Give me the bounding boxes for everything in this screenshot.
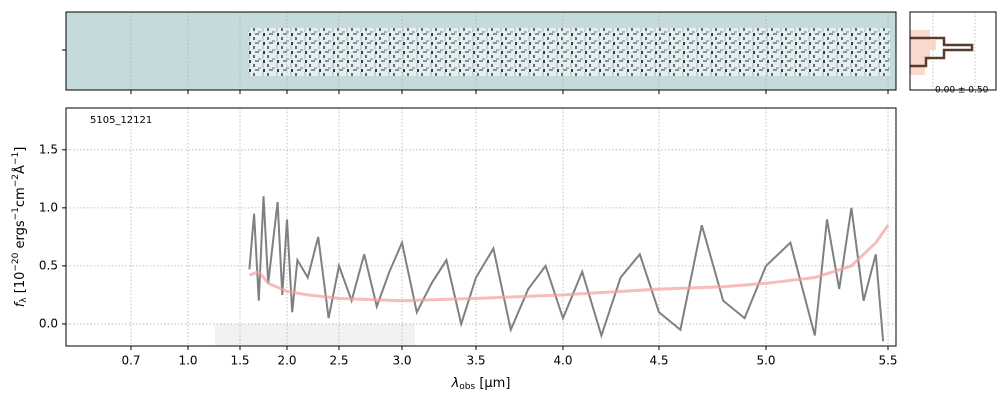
x-tick-label: 1.5 — [230, 354, 249, 368]
x-axis-label: λobs [μm] — [451, 376, 511, 392]
y-axis-label: fλ [10−20 ergs−1cm−2Å−1] — [11, 147, 29, 308]
x-tick-label: 0.7 — [121, 354, 140, 368]
y-label-part: ] — [13, 147, 28, 152]
x-label-symbol: λ — [451, 376, 460, 391]
profile-label: 0.00 ± 0.50 — [935, 86, 989, 96]
shaded-region — [215, 324, 415, 346]
frame — [65, 11, 897, 91]
y-label-exp: −1 — [11, 152, 21, 165]
annotation: 5105_12121 — [90, 115, 152, 126]
frame — [65, 107, 897, 347]
y-label-exp: −2 — [11, 174, 21, 187]
y-tick-label: 0.0 — [39, 316, 58, 330]
x-tick-label: 5.0 — [756, 354, 775, 368]
spectrum-2d — [248, 28, 890, 76]
y-label-exp: −20 — [11, 252, 21, 271]
x-tick-label: 4.5 — [649, 354, 668, 368]
y-label-part: [10 — [13, 272, 28, 298]
x-tick-label: 3.0 — [392, 354, 411, 368]
y-label-sub: λ — [19, 297, 29, 303]
x-tick-label: 4.0 — [553, 354, 572, 368]
x-tick-label: 2.0 — [277, 354, 296, 368]
spectrum-line — [248, 196, 885, 342]
profile-line — [910, 36, 974, 68]
y-label-part: cm — [13, 187, 28, 207]
x-label-sub: obs — [459, 382, 475, 392]
y-tick-label: 1.5 — [39, 142, 58, 156]
y-label-part: Å — [12, 165, 28, 174]
profile-band — [910, 30, 936, 75]
model-line — [248, 224, 890, 303]
y-label-symbol: f — [13, 300, 28, 307]
x-tick-label: 3.5 — [466, 354, 485, 368]
x-tick-label: 5.5 — [878, 354, 897, 368]
frame — [909, 11, 997, 91]
y-tick-label: 1.0 — [39, 200, 58, 214]
x-label-unit: [μm] — [475, 376, 510, 391]
y-tick-label: 0.5 — [39, 258, 58, 272]
y-label-part: ergs — [13, 220, 28, 252]
y-label-exp: −1 — [11, 207, 21, 220]
x-tick-label: 2.5 — [329, 354, 348, 368]
x-tick-label: 1.0 — [178, 354, 197, 368]
